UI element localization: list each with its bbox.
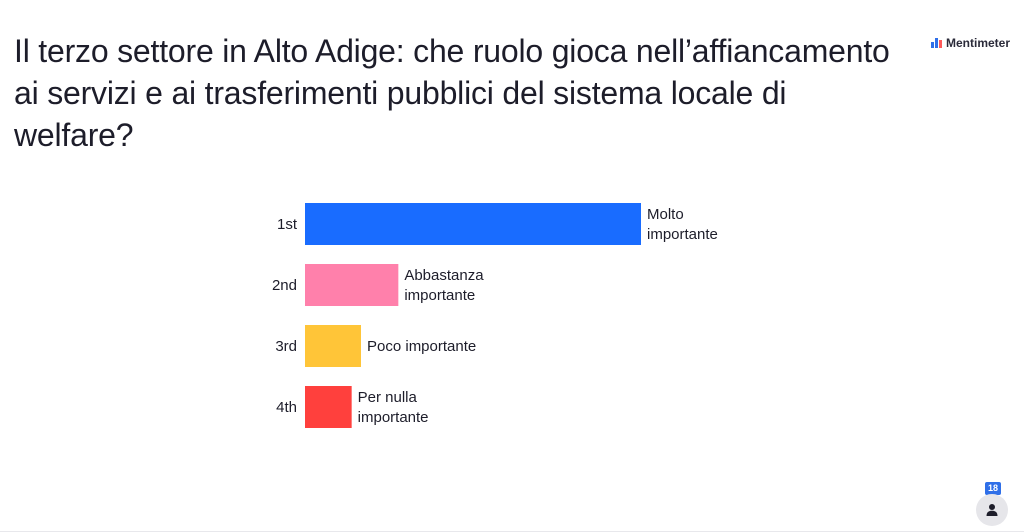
bar-label-2nd: Abbastanza importante	[404, 267, 484, 304]
rank-label-4th: 4th	[276, 399, 297, 416]
rank-label-1st: 1st	[277, 216, 298, 233]
person-icon	[986, 504, 998, 516]
bar-label-1st: Molto importante	[647, 206, 718, 243]
bar-1st	[305, 203, 641, 245]
rank-label-2nd: 2nd	[272, 277, 297, 294]
rank-label-3rd: 3rd	[275, 338, 297, 355]
brand-logo: Mentimeter	[930, 36, 1010, 50]
bar-label-3rd: Poco importante	[367, 338, 476, 355]
mentimeter-logo-icon	[930, 38, 942, 48]
slide-title: Il terzo settore in Alto Adige: che ruol…	[14, 33, 890, 153]
bar-3rd	[305, 325, 361, 367]
bar-label-4th: Per nulla importante	[358, 389, 429, 426]
brand-name: Mentimeter	[945, 36, 1010, 50]
bar-4th	[305, 386, 352, 428]
participants-widget[interactable]: 18	[976, 482, 1008, 526]
bar-2nd	[305, 264, 399, 306]
ranking-chart: 1st Molto importante 2nd Abbastanza important…	[272, 203, 718, 428]
participants-button[interactable]	[976, 494, 1008, 526]
participant-count-badge: 18	[985, 482, 1001, 495]
